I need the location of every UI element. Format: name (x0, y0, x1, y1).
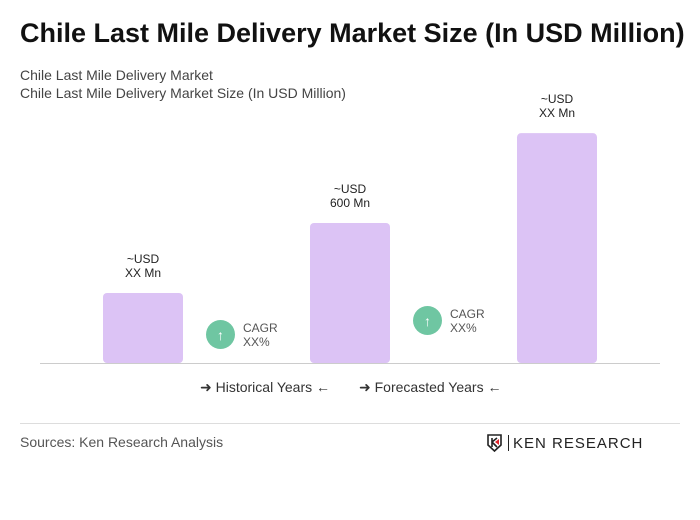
legend-label: Historical Years (215, 379, 313, 395)
arrow-left-icon: ← (483, 379, 502, 395)
bar (517, 133, 597, 363)
logo-text: KEN RESEARCH (513, 434, 644, 452)
cagr-value: XX% (450, 320, 477, 335)
data-label: ~USD (127, 252, 160, 266)
arrow-up-icon: ↑ (413, 306, 442, 335)
data-label: ~USD (541, 92, 574, 106)
legend-historical: ➜ Historical Years ← (200, 379, 330, 396)
data-label: XX Mn (125, 266, 161, 280)
arrow-right-icon: ➜ (200, 379, 216, 395)
cagr-value: XX% (243, 334, 270, 349)
subtitle: Chile Last Mile Delivery Market (20, 67, 213, 83)
legend-forecasted: ➜ Forecasted Years ← (359, 379, 501, 396)
ken-research-logo: KEN RESEARCH (486, 433, 643, 453)
cagr-label: CAGR (450, 306, 485, 321)
data-label: 600 Mn (330, 196, 370, 210)
data-label: XX Mn (539, 106, 575, 120)
divider (20, 423, 680, 424)
cagr-label: CAGR (243, 320, 278, 335)
cagr-badge-1: ↑ CAGR XX% (206, 320, 278, 349)
logo-mark-icon (487, 434, 502, 453)
subtitle-2: Chile Last Mile Delivery Market Size (In… (20, 85, 346, 101)
legend-label: Forecasted Years (374, 379, 484, 395)
page-title: Chile Last Mile Delivery Market Size (In… (20, 18, 685, 48)
data-label: ~USD (334, 182, 367, 196)
arrow-left-icon: ← (312, 379, 331, 395)
bar (310, 223, 390, 363)
arrow-right-icon: ➜ (359, 379, 375, 395)
bar (103, 293, 183, 363)
sources: Sources: Ken Research Analysis (20, 434, 224, 450)
cagr-badge-2: ↑ CAGR XX% (413, 306, 485, 335)
arrow-up-icon: ↑ (206, 320, 235, 349)
